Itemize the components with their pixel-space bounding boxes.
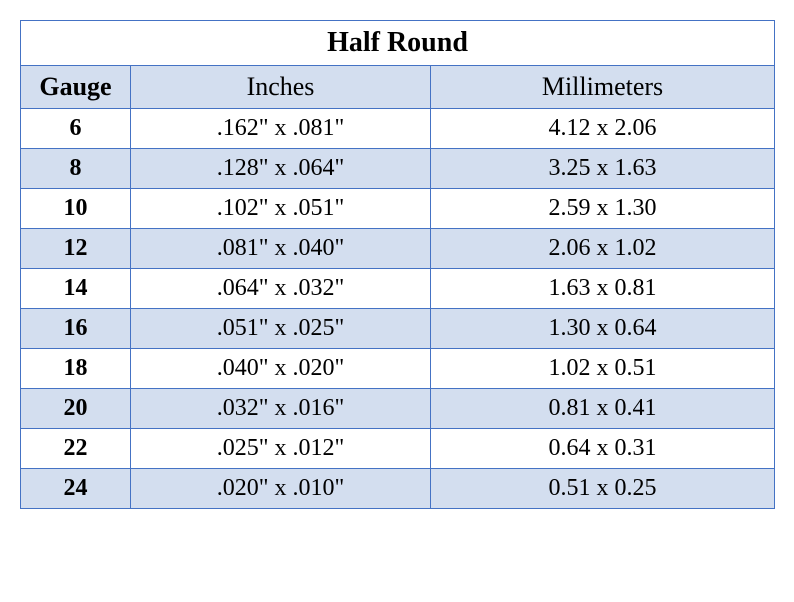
gauge-cell: 16 xyxy=(21,309,131,349)
table-row: 24 .020" x .010" 0.51 x 0.25 xyxy=(21,469,775,509)
mm-cell: 0.81 x 0.41 xyxy=(431,389,775,429)
gauge-cell: 12 xyxy=(21,229,131,269)
inches-cell: .040" x .020" xyxy=(131,349,431,389)
col-header-gauge: Gauge xyxy=(21,66,131,109)
table-title-row: Half Round xyxy=(21,21,775,66)
mm-cell: 0.64 x 0.31 xyxy=(431,429,775,469)
col-header-millimeters: Millimeters xyxy=(431,66,775,109)
inches-cell: .128" x .064" xyxy=(131,149,431,189)
table-row: 6 .162" x .081" 4.12 x 2.06 xyxy=(21,109,775,149)
table-row: 10 .102" x .051" 2.59 x 1.30 xyxy=(21,189,775,229)
inches-cell: .102" x .051" xyxy=(131,189,431,229)
inches-cell: .025" x .012" xyxy=(131,429,431,469)
table-row: 20 .032" x .016" 0.81 x 0.41 xyxy=(21,389,775,429)
inches-cell: .020" x .010" xyxy=(131,469,431,509)
gauge-cell: 22 xyxy=(21,429,131,469)
mm-cell: 0.51 x 0.25 xyxy=(431,469,775,509)
half-round-table: Half Round Gauge Inches Millimeters 6 .1… xyxy=(20,20,775,509)
gauge-cell: 8 xyxy=(21,149,131,189)
inches-cell: .051" x .025" xyxy=(131,309,431,349)
inches-cell: .162" x .081" xyxy=(131,109,431,149)
gauge-cell: 14 xyxy=(21,269,131,309)
mm-cell: 3.25 x 1.63 xyxy=(431,149,775,189)
inches-cell: .081" x .040" xyxy=(131,229,431,269)
mm-cell: 2.59 x 1.30 xyxy=(431,189,775,229)
mm-cell: 1.02 x 0.51 xyxy=(431,349,775,389)
table-header-row: Gauge Inches Millimeters xyxy=(21,66,775,109)
table-row: 12 .081" x .040" 2.06 x 1.02 xyxy=(21,229,775,269)
gauge-cell: 6 xyxy=(21,109,131,149)
inches-cell: .032" x .016" xyxy=(131,389,431,429)
table-row: 16 .051" x .025" 1.30 x 0.64 xyxy=(21,309,775,349)
table-row: 8 .128" x .064" 3.25 x 1.63 xyxy=(21,149,775,189)
mm-cell: 2.06 x 1.02 xyxy=(431,229,775,269)
gauge-cell: 24 xyxy=(21,469,131,509)
gauge-cell: 10 xyxy=(21,189,131,229)
table-row: 22 .025" x .012" 0.64 x 0.31 xyxy=(21,429,775,469)
table-row: 14 .064" x .032" 1.63 x 0.81 xyxy=(21,269,775,309)
table-title: Half Round xyxy=(21,21,775,66)
inches-cell: .064" x .032" xyxy=(131,269,431,309)
mm-cell: 4.12 x 2.06 xyxy=(431,109,775,149)
table-row: 18 .040" x .020" 1.02 x 0.51 xyxy=(21,349,775,389)
gauge-cell: 18 xyxy=(21,349,131,389)
mm-cell: 1.30 x 0.64 xyxy=(431,309,775,349)
gauge-cell: 20 xyxy=(21,389,131,429)
mm-cell: 1.63 x 0.81 xyxy=(431,269,775,309)
col-header-inches: Inches xyxy=(131,66,431,109)
